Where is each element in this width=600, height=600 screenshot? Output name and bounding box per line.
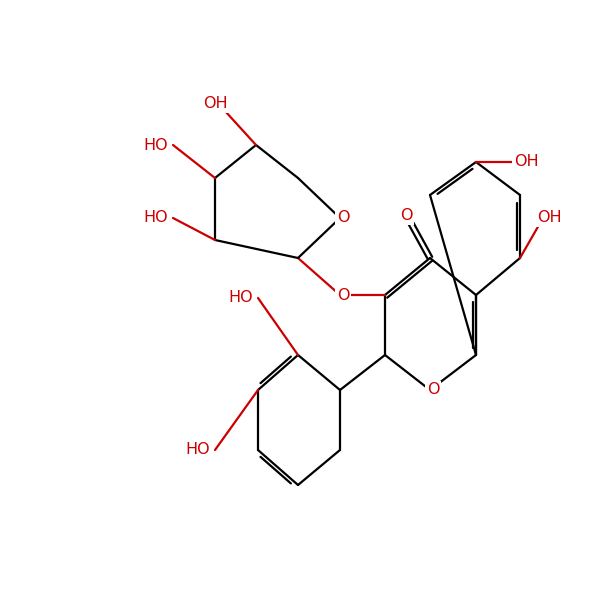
Text: O: O bbox=[337, 211, 349, 226]
Text: O: O bbox=[427, 383, 439, 397]
Text: HO: HO bbox=[185, 443, 210, 457]
Text: HO: HO bbox=[143, 137, 168, 152]
Text: OH: OH bbox=[514, 154, 538, 169]
Text: O: O bbox=[337, 287, 349, 302]
Text: HO: HO bbox=[229, 290, 253, 305]
Text: OH: OH bbox=[536, 211, 562, 226]
Text: OH: OH bbox=[203, 97, 227, 112]
Text: O: O bbox=[400, 208, 412, 223]
Text: HO: HO bbox=[143, 211, 168, 226]
